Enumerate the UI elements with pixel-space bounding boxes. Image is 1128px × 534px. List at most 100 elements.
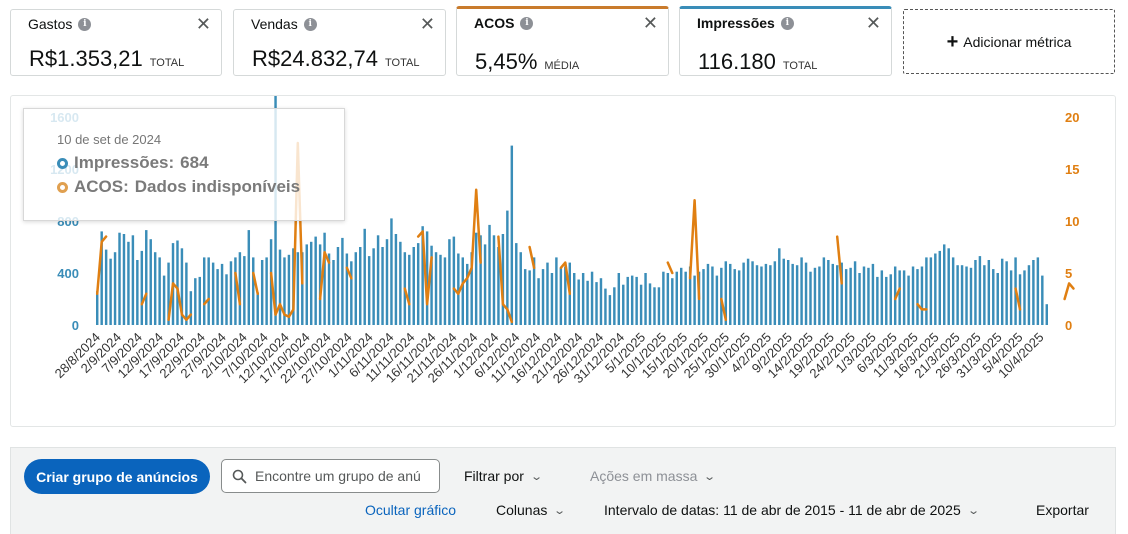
metric-card-gastos[interactable]: Gastos i ✕ R$1.353,21 TOTAL [10, 9, 222, 76]
impressions-bar [252, 257, 255, 325]
impressions-bar [960, 265, 964, 325]
impressions-bar [443, 257, 447, 325]
metric-card-vendas[interactable]: Vendas i ✕ R$24.832,74 TOTAL [233, 9, 446, 76]
impressions-bar [996, 273, 999, 325]
impressions-bar [867, 267, 870, 325]
search-input[interactable] [255, 468, 435, 484]
impressions-bar [283, 257, 286, 325]
impressions-bar [532, 257, 536, 325]
impressions-bar [844, 269, 848, 325]
impressions-bar [733, 269, 736, 325]
impressions-bar [345, 253, 349, 325]
impressions-bar [934, 253, 937, 325]
impressions-bar [1009, 270, 1013, 325]
impressions-bar [617, 273, 621, 325]
impressions-bar [497, 247, 500, 325]
impressions-bar [145, 230, 148, 325]
info-icon[interactable]: i [520, 16, 534, 30]
acos-line-segment [893, 287, 901, 301]
impressions-bar [764, 263, 768, 325]
metric-card-impressoes[interactable]: Impressões i ✕ 116.180 TOTAL [679, 6, 892, 76]
impressions-bar [470, 252, 473, 325]
impressions-bar [630, 275, 634, 325]
impressions-bar [483, 244, 487, 325]
impressions-bar [452, 236, 456, 325]
impressions-bar [943, 244, 946, 325]
impressions-bar [296, 252, 300, 325]
impressions-bar [769, 265, 772, 325]
export-button[interactable]: Exportar [1036, 502, 1089, 518]
impressions-bar [225, 274, 228, 325]
date-range-dropdown[interactable]: Intervalo de datas: 11 de abr de 2015 - … [604, 502, 980, 518]
impressions-bar [965, 266, 968, 325]
columns-dropdown[interactable]: Colunas ⌄ [496, 502, 566, 518]
metric-suffix: TOTAL [149, 57, 185, 69]
filter-by-dropdown[interactable]: Filtrar por ⌄ [464, 468, 543, 484]
impressions-bar [474, 232, 478, 325]
info-icon[interactable]: i [303, 17, 317, 31]
impressions-bar [657, 287, 661, 325]
impressions-bar [715, 275, 719, 325]
hide-chart-link[interactable]: Ocultar gráfico [365, 502, 457, 518]
impressions-bar [341, 237, 344, 325]
chevron-down-icon: ⌄ [530, 470, 543, 483]
impressions-bar [176, 240, 179, 325]
tooltip-impressions-label: Impressões: [74, 153, 175, 172]
close-icon[interactable]: ✕ [195, 14, 211, 34]
acos-line-segment [720, 297, 728, 322]
acos-line-segment [688, 198, 701, 301]
impressions-bar [162, 275, 166, 325]
impressions-bar [216, 269, 219, 325]
impressions-bar [920, 266, 924, 325]
impressions-bar [626, 276, 629, 325]
impressions-bar [158, 257, 161, 325]
create-ad-group-button[interactable]: Criar grupo de anúncios [24, 459, 210, 494]
impressions-bar [858, 273, 861, 325]
impressions-bar [559, 267, 563, 325]
impressions-bar [421, 226, 424, 325]
close-icon[interactable]: ✕ [865, 13, 881, 33]
impressions-bar [813, 267, 817, 325]
bulk-actions-dropdown[interactable]: Ações em massa ⌄ [590, 468, 717, 484]
impressions-bar [541, 269, 545, 325]
impressions-bar [987, 260, 991, 325]
metric-card-acos[interactable]: ACOS i ✕ 5,45% MÉDIA [456, 6, 669, 76]
search-box[interactable] [221, 459, 440, 493]
impressions-bar [1041, 275, 1044, 325]
impressions-bar [140, 250, 144, 325]
impressions-bar [586, 280, 589, 325]
impressions-bar [194, 278, 197, 325]
metric-name: ACOS i [474, 15, 534, 31]
close-icon[interactable]: ✕ [419, 14, 435, 34]
impressions-bar [488, 224, 491, 325]
metric-suffix: MÉDIA [544, 60, 580, 72]
impressions-bar [720, 267, 723, 325]
impressions-bar [189, 291, 193, 325]
table-toolbar: Criar grupo de anúncios Filtrar por ⌄ Açõ… [10, 447, 1116, 534]
impressions-bar [983, 265, 986, 325]
impressions-bar [412, 247, 415, 325]
impressions-bar [742, 262, 745, 325]
add-metric-button[interactable]: + Adicionar métrica [903, 9, 1115, 74]
chevron-down-icon: ⌄ [703, 470, 717, 483]
acos-line-segment [452, 188, 482, 296]
tooltip-acos-label: ACOS: [74, 177, 129, 196]
impressions-bar [167, 262, 170, 325]
impressions-bar [149, 239, 152, 325]
impressions-bar [840, 262, 843, 325]
impressions-bar [1018, 274, 1022, 325]
info-icon[interactable]: i [780, 16, 794, 30]
info-icon[interactable]: i [78, 17, 92, 31]
impressions-bar [127, 241, 130, 325]
impressions-bar [234, 257, 237, 325]
impressions-bar [416, 243, 420, 325]
impressions-bar [782, 258, 785, 325]
impressions-bar [675, 271, 678, 325]
impressions-bar [809, 271, 812, 325]
close-icon[interactable]: ✕ [642, 13, 658, 33]
impressions-bar [951, 257, 955, 325]
impressions-bar [969, 267, 973, 325]
impressions-bar [849, 267, 852, 325]
impressions-bar [639, 284, 643, 325]
impressions-bar [136, 260, 139, 325]
